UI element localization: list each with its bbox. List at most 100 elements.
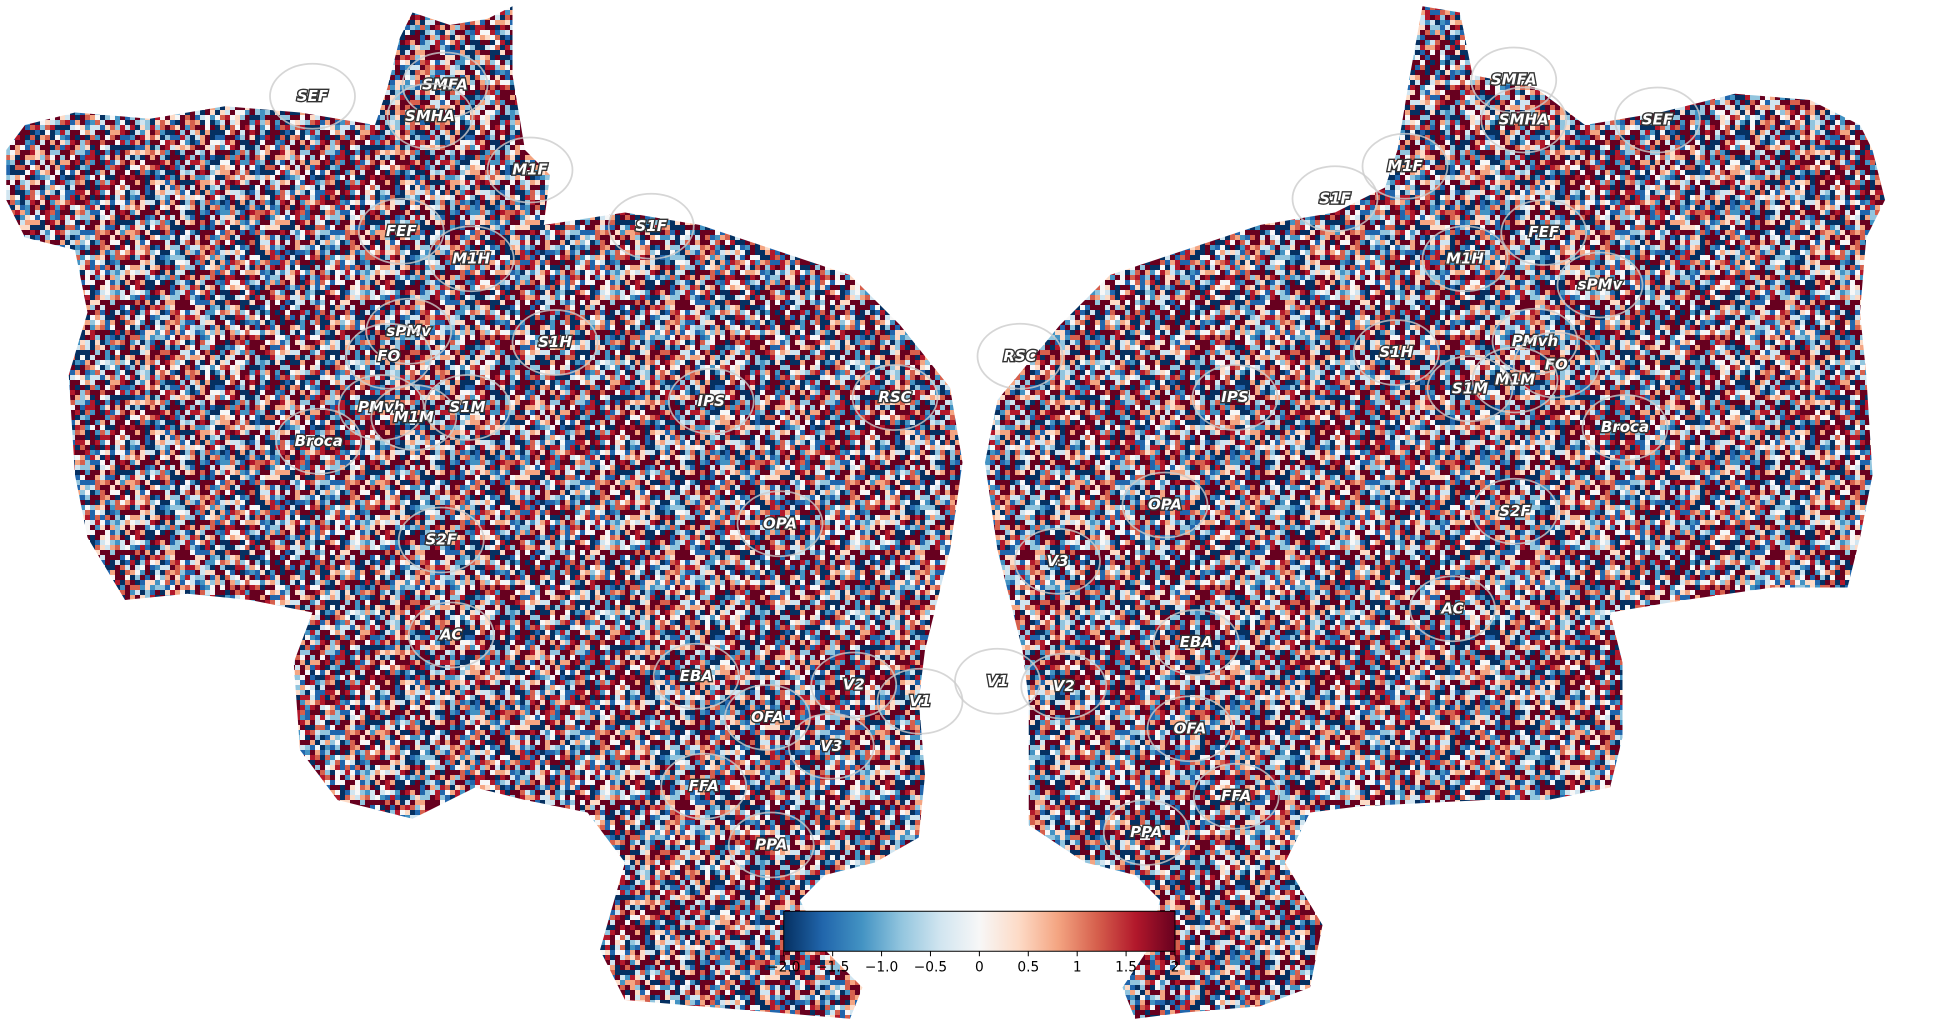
roi-outline xyxy=(1352,319,1440,386)
roi-label: S1H xyxy=(1379,343,1413,361)
roi-label: Broca xyxy=(295,432,343,450)
roi-label: SMHA xyxy=(405,107,455,125)
roi-label: OFA xyxy=(751,708,784,726)
colorbar-tick-label: −1.0 xyxy=(865,960,898,976)
roi-label: M1F xyxy=(1387,157,1423,175)
roi-label: OPA xyxy=(1148,496,1182,514)
roi-label: S1M xyxy=(1452,379,1488,397)
roi-outline xyxy=(607,192,695,260)
colorbar-tick-label: 0.5 xyxy=(1017,960,1039,976)
roi-label: FFA xyxy=(1221,787,1251,805)
roi-label: M1M xyxy=(1495,371,1535,389)
roi-label: AC xyxy=(1440,599,1463,617)
roi-label: M1F xyxy=(512,161,548,179)
roi-outline xyxy=(727,811,815,879)
roi-label: SEF xyxy=(1642,111,1674,129)
roi-outline xyxy=(275,407,363,475)
roi-outline xyxy=(1102,799,1190,866)
roi-label: RSC xyxy=(878,388,911,406)
roi-outline xyxy=(1470,46,1558,114)
roi-label: Broca xyxy=(1601,418,1649,436)
roi-outline xyxy=(1361,132,1449,200)
roi-label: SEF xyxy=(297,87,329,105)
roi-outline xyxy=(401,51,489,119)
roi-label: EBA xyxy=(1180,633,1213,651)
roi-outline xyxy=(787,712,875,780)
roi-label: AC xyxy=(439,626,462,644)
roi-outline xyxy=(407,601,495,669)
roi-label: EBA xyxy=(680,667,713,685)
colorbar xyxy=(783,910,1176,952)
roi-label: M1M xyxy=(394,408,434,426)
roi-label: OFA xyxy=(1174,719,1207,737)
roi-outline xyxy=(1291,165,1379,233)
roi-label: FEF xyxy=(386,222,417,240)
roi-label: RSC xyxy=(1003,347,1036,365)
colorbar-tick-label: −1.5 xyxy=(816,960,849,976)
roi-label: SMFA xyxy=(1491,71,1537,89)
roi-label: PPA xyxy=(1130,823,1162,841)
roi-outline xyxy=(386,82,474,150)
roi-outline xyxy=(357,197,445,265)
roi-outline xyxy=(1556,251,1644,319)
roi-outline xyxy=(1421,225,1509,293)
roi-outline xyxy=(1152,609,1240,676)
roi-outline xyxy=(397,506,485,574)
roi-label: V3 xyxy=(1046,552,1068,570)
roi-outline xyxy=(269,62,356,130)
roi-label: IPS xyxy=(1221,388,1248,406)
left-hemisphere xyxy=(6,6,963,1019)
colorbar-tick-label: 1 xyxy=(1073,960,1082,976)
roi-label: FO xyxy=(1545,356,1568,374)
colorbar-tick-label: 0 xyxy=(975,960,984,976)
roi-outline xyxy=(851,364,939,431)
roi-label: S1F xyxy=(1319,189,1351,207)
roi-label: V1 xyxy=(909,692,931,710)
roi-outline xyxy=(365,297,453,365)
roi-outline xyxy=(370,384,458,451)
roi-label: SMHA xyxy=(1499,111,1549,129)
roi-outline xyxy=(1471,477,1559,545)
roi-label: V1 xyxy=(986,672,1008,690)
roi-outline xyxy=(345,322,433,390)
roi-label: FO xyxy=(377,347,400,365)
roi-outline xyxy=(1614,86,1701,154)
roi-label: FEF xyxy=(1528,223,1559,241)
roi-outline xyxy=(427,225,515,293)
roi-outline xyxy=(1491,307,1579,375)
roi-outline xyxy=(511,309,599,376)
roi-label: V2 xyxy=(843,676,865,694)
colorbar-tick-label: −0.5 xyxy=(914,960,947,976)
roi-outline xyxy=(1471,346,1559,414)
roi-outline xyxy=(1480,86,1568,154)
roi-label: S1M xyxy=(449,398,485,416)
roi-label: V2 xyxy=(1053,677,1075,695)
roi-outline xyxy=(876,667,964,735)
colorbar-tick-label: 2 xyxy=(1171,960,1180,976)
roi-label: SMFA xyxy=(422,76,468,94)
colorbar-tick-label: 1.5 xyxy=(1115,960,1137,976)
roi-outline xyxy=(1191,364,1279,431)
colorbar-tick-label: −2.0 xyxy=(767,960,800,976)
roi-label: FFA xyxy=(689,777,719,795)
roi-outline xyxy=(1192,762,1280,830)
roi-outline xyxy=(1581,394,1669,461)
roi-outline xyxy=(1121,471,1209,539)
roi-outline xyxy=(976,322,1064,390)
roi-label: PMvh xyxy=(358,398,404,416)
roi-label: V3 xyxy=(820,737,842,755)
roi-outline xyxy=(660,752,748,820)
roi-outline xyxy=(1426,355,1514,423)
roi-label: IPS xyxy=(698,392,725,410)
roi-outline xyxy=(1512,331,1600,399)
roi-outline xyxy=(954,647,1041,715)
roi-label: S1F xyxy=(636,217,668,235)
roi-outline xyxy=(486,136,574,204)
roi-outline xyxy=(1020,652,1108,720)
roi-outline xyxy=(1146,695,1234,763)
roi-label: M1H xyxy=(1446,249,1484,267)
right-hemisphere xyxy=(985,6,1885,1019)
roi-label: OPA xyxy=(763,514,797,532)
roi-outline xyxy=(1409,575,1496,643)
